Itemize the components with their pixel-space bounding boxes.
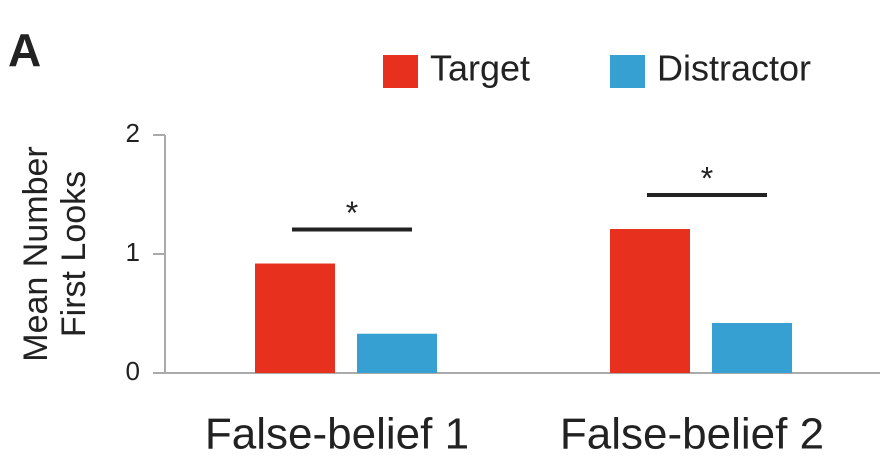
significance-marker: *	[701, 160, 713, 196]
y-axis-label-line: Mean Number	[17, 146, 55, 361]
legend-label: Distractor	[657, 48, 811, 89]
bar	[610, 229, 690, 373]
y-tick-label: 0	[126, 356, 140, 386]
x-tick-label: False-belief 1	[205, 410, 469, 459]
y-axis-label-line: First Looks	[55, 171, 93, 337]
y-axis-label: Mean Number First Looks	[17, 146, 93, 361]
legend-swatch	[610, 55, 645, 88]
panel-label: A	[8, 24, 41, 76]
x-tick-label: False-belief 2	[560, 410, 824, 459]
bar	[255, 263, 335, 373]
y-tick-label: 1	[126, 237, 140, 267]
bar	[712, 323, 792, 373]
bar	[357, 333, 437, 373]
legend-swatch	[383, 55, 418, 88]
legend-label: Target	[430, 48, 530, 89]
significance-marker: *	[346, 195, 358, 231]
y-tick-label: 2	[126, 118, 140, 148]
